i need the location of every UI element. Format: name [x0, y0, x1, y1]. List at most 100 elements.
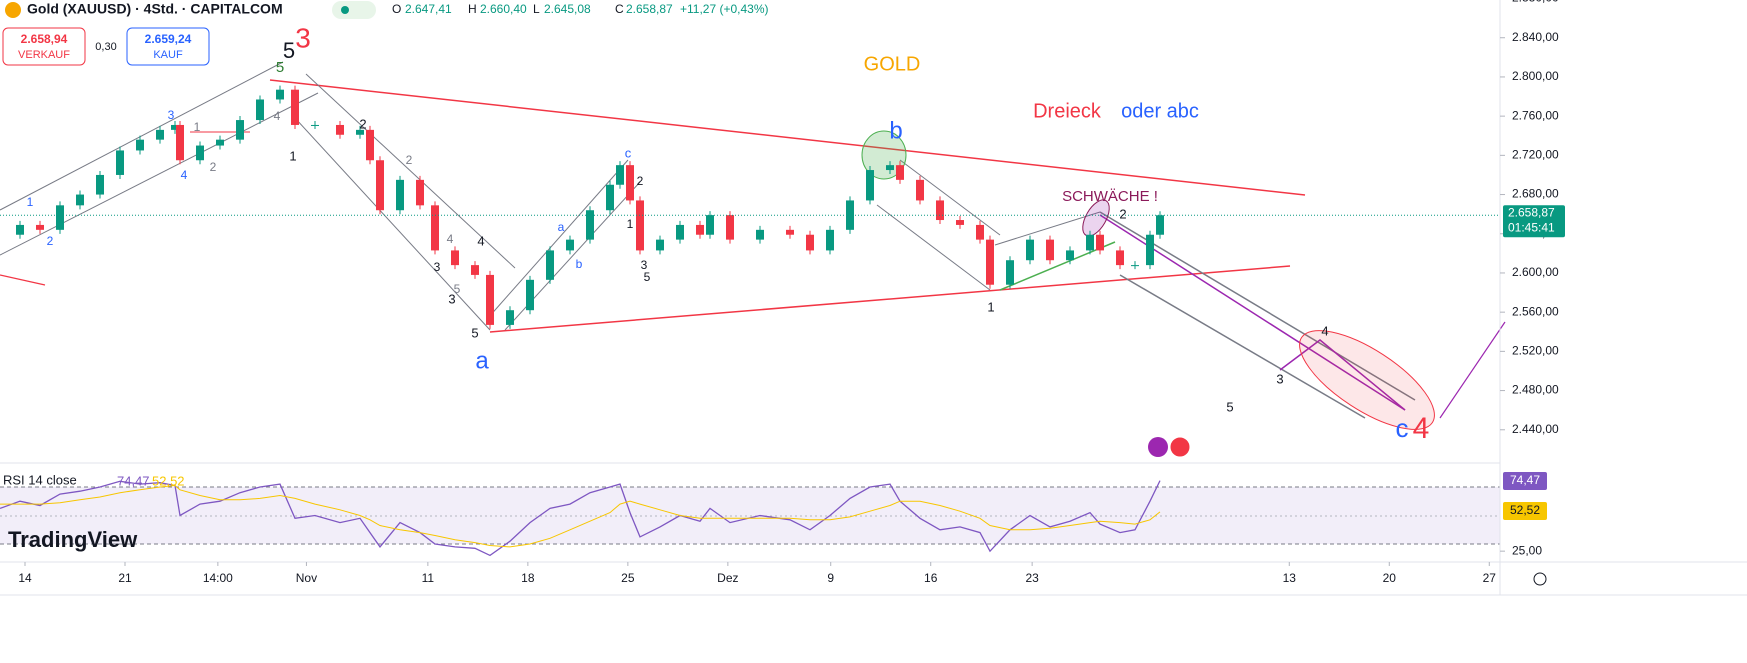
wave-annotation: 1 — [289, 148, 296, 163]
candle — [726, 215, 734, 240]
candle — [956, 220, 964, 225]
candle — [676, 224, 684, 240]
candle — [336, 124, 344, 135]
wave-annotation: 5 — [454, 282, 461, 296]
candle — [916, 179, 924, 201]
x-tick-label: 9 — [827, 571, 834, 585]
wave-annotation: 1 — [627, 217, 634, 231]
y-tick-label: 2.880,00 — [1512, 0, 1559, 5]
wave-annotation: 4 — [1413, 412, 1430, 445]
settings-icon[interactable] — [1533, 572, 1547, 586]
drawings — [0, 61, 1506, 430]
wave-annotation: c — [625, 145, 632, 160]
buy-price[interactable]: 2.659,24 — [145, 32, 192, 46]
open: 2.647,41 — [405, 2, 452, 16]
candle — [626, 165, 634, 201]
flag-icon[interactable] — [1169, 436, 1191, 458]
y-tick-label: 2.520,00 — [1512, 344, 1559, 358]
y-tick-label: 2.480,00 — [1512, 383, 1559, 397]
y-tick-label: 25,00 — [1512, 543, 1542, 557]
rsi-ma-value: 52,52 — [152, 473, 185, 488]
h-label: H — [468, 2, 477, 16]
buy-label[interactable]: KAUF — [153, 49, 183, 61]
wave-annotation: 2 — [637, 174, 644, 188]
sell-button[interactable] — [2, 27, 86, 66]
wave-annotation: 3 — [641, 258, 648, 272]
candle — [1026, 239, 1034, 261]
y-tick-label: 2.680,00 — [1512, 187, 1559, 201]
symbol: Gold (XAUUSD) · 4Std. · CAPITALCOM — [27, 1, 283, 17]
sell-price[interactable]: 2.658,94 — [21, 32, 68, 46]
x-tick-label: 21 — [118, 571, 132, 585]
buy-button[interactable] — [126, 27, 210, 66]
status-dot — [341, 6, 349, 14]
symbol-icon — [5, 2, 21, 18]
candle — [416, 179, 424, 206]
wave-annotation: SCHWÄCHE ! — [1062, 188, 1158, 205]
candle — [486, 274, 494, 325]
wave-annotation: 5 — [644, 270, 651, 284]
candle — [786, 229, 794, 235]
candle — [116, 150, 124, 175]
x-tick-label: 20 — [1383, 571, 1397, 585]
wave-annotation: 4 — [181, 168, 188, 182]
y-tick-label: 2.840,00 — [1512, 30, 1559, 44]
candle — [546, 250, 554, 280]
candle — [156, 129, 164, 140]
rsi-line — [0, 480, 1161, 557]
c-label: C — [615, 2, 624, 16]
wave-annotation: 5 — [471, 325, 478, 340]
x-tick-label: 27 — [1483, 571, 1497, 585]
candle — [136, 139, 144, 151]
x-tick-label: 13 — [1283, 571, 1297, 585]
candle — [976, 224, 984, 240]
candle — [986, 239, 994, 285]
candle — [1086, 234, 1094, 251]
wave-annotation: 3 — [1276, 371, 1283, 386]
wave-annotation: c — [1396, 413, 1409, 443]
y-tick-label: 2.720,00 — [1512, 148, 1559, 162]
candle — [311, 124, 319, 126]
sell-label[interactable]: VERKAUF — [18, 49, 70, 61]
wave-annotation: b — [889, 117, 902, 144]
candle — [696, 224, 704, 235]
candle — [586, 210, 594, 240]
candle — [826, 229, 834, 251]
change: +11,27 (+0,43%) — [680, 2, 769, 16]
candle — [866, 170, 874, 201]
candle — [471, 265, 479, 275]
candle — [376, 160, 384, 211]
wave-annotation: Dreieck — [1033, 100, 1102, 122]
x-tick-label: 25 — [621, 571, 635, 585]
wave-annotation: 3 — [434, 260, 441, 274]
close: 2.658,87 — [626, 2, 673, 16]
candle — [276, 89, 284, 100]
candle — [396, 179, 404, 211]
candle — [1096, 234, 1104, 251]
x-tick-label: 23 — [1025, 571, 1039, 585]
x-tick-label: 14 — [18, 571, 32, 585]
x-tick-label: 16 — [924, 571, 938, 585]
candle — [566, 239, 574, 251]
wave-annotation: a — [558, 220, 565, 234]
candle — [1146, 234, 1154, 266]
candle — [216, 139, 224, 146]
rsi-value: 74,47 — [117, 473, 150, 488]
candle — [896, 165, 904, 180]
wave-annotation: 4 — [274, 109, 281, 123]
wave-annotation: 2 — [47, 234, 54, 248]
candle — [526, 279, 534, 311]
candle — [76, 194, 84, 206]
candle — [616, 165, 624, 185]
wave-annotation: 3 — [168, 108, 175, 122]
x-tick-label: Dez — [717, 571, 738, 585]
y-tick-label: 2.560,00 — [1512, 304, 1559, 318]
rsi-badge-text: 74,47 — [1510, 473, 1540, 487]
price-badge-price: 2.658,87 — [1508, 205, 1555, 219]
y-tick-label: 2.760,00 — [1512, 108, 1559, 122]
event-icon[interactable] — [1148, 437, 1168, 457]
wave-annotation: GOLD — [864, 53, 921, 75]
wave-annotation: 5 — [1226, 399, 1233, 414]
